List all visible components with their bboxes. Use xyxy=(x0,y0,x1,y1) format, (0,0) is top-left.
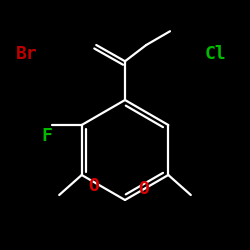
Text: Br: Br xyxy=(16,45,38,63)
Text: O: O xyxy=(138,180,149,198)
Text: O: O xyxy=(88,177,99,195)
Text: F: F xyxy=(42,127,52,145)
Text: Cl: Cl xyxy=(205,45,227,63)
